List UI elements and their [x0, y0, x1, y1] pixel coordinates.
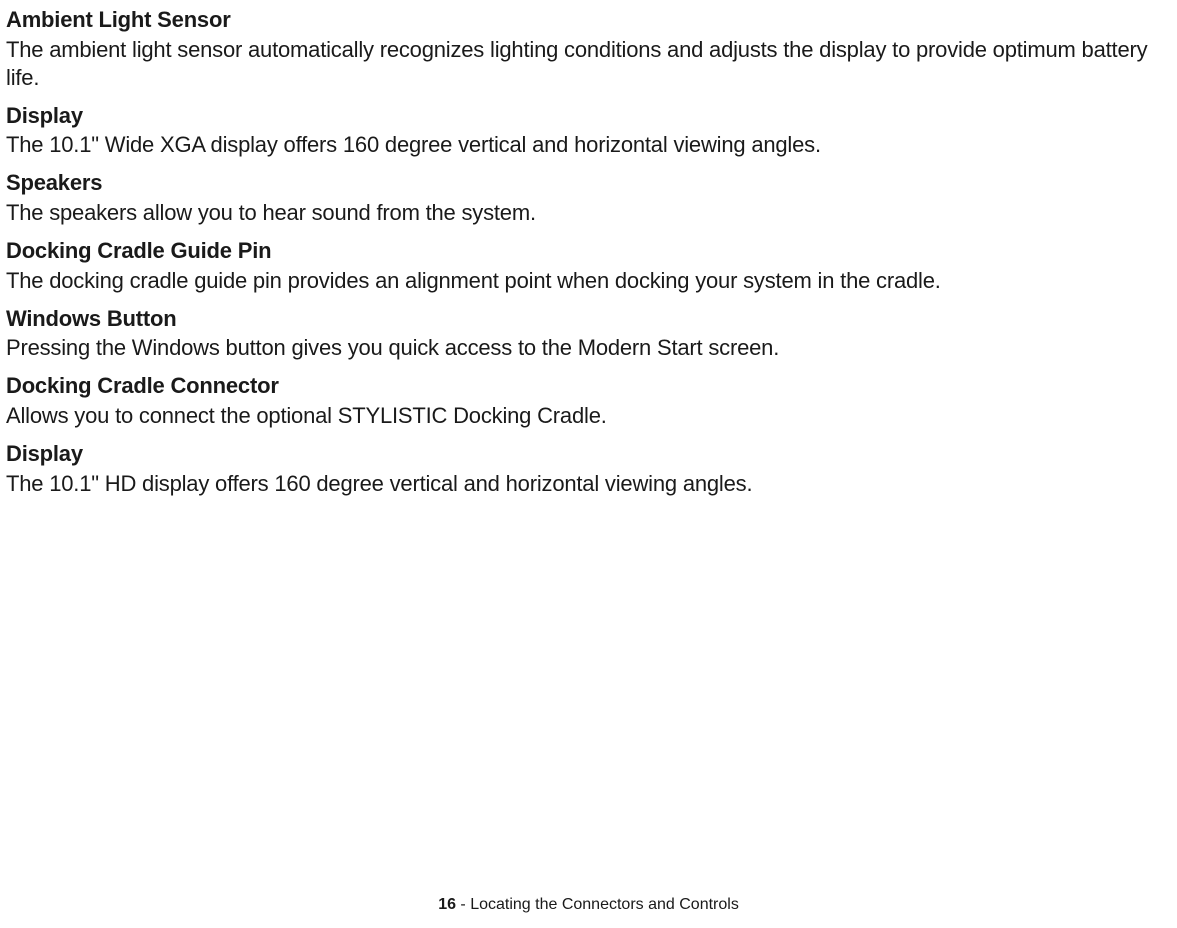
section-body: The speakers allow you to hear sound fro… — [6, 199, 1169, 227]
section-body: The docking cradle guide pin provides an… — [6, 267, 1169, 295]
section-body: Allows you to connect the optional STYLI… — [6, 402, 1169, 430]
section-body: Pressing the Windows button gives you qu… — [6, 334, 1169, 362]
section-body: The 10.1" Wide XGA display offers 160 de… — [6, 131, 1169, 159]
section-heading: Display — [6, 440, 1169, 468]
footer-title: Locating the Connectors and Controls — [470, 896, 739, 913]
section-heading: Display — [6, 102, 1169, 130]
document-page: Ambient Light Sensor The ambient light s… — [0, 0, 1177, 928]
page-number: 16 — [438, 896, 456, 913]
footer-separator: - — [456, 896, 470, 913]
section-heading: Ambient Light Sensor — [6, 6, 1169, 34]
page-footer: 16 - Locating the Connectors and Control… — [0, 896, 1177, 914]
section-heading: Docking Cradle Guide Pin — [6, 237, 1169, 265]
section-body: The ambient light sensor automatically r… — [6, 36, 1169, 92]
section-heading: Docking Cradle Connector — [6, 372, 1169, 400]
section-body: The 10.1" HD display offers 160 degree v… — [6, 470, 1169, 498]
section-heading: Speakers — [6, 169, 1169, 197]
section-heading: Windows Button — [6, 305, 1169, 333]
